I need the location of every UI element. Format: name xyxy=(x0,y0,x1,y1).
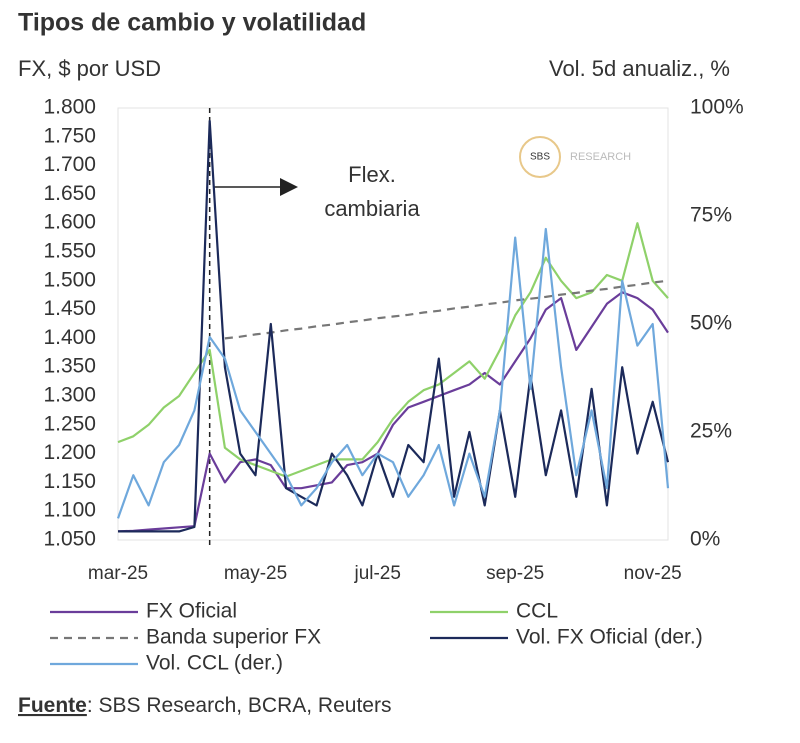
legend-label: CCL xyxy=(516,600,558,623)
y-tick-label: 1.200 xyxy=(43,441,96,464)
y-tick-label: 1.550 xyxy=(43,240,96,263)
y-tick-label: 1.450 xyxy=(43,297,96,320)
logo-text: SBS xyxy=(530,152,550,163)
legend-label: FX Oficial xyxy=(146,600,237,623)
x-tick-label: jul-25 xyxy=(353,563,400,584)
series-line xyxy=(224,279,669,340)
series-line xyxy=(117,291,669,533)
y-tick-label: 1.650 xyxy=(43,182,96,205)
y2-tick-label: 100% xyxy=(690,96,744,119)
x-tick-label: mar-25 xyxy=(88,563,148,584)
source: Fuente: SBS Research, BCRA, Reuters xyxy=(18,694,391,717)
y-axis-label: FX, $ por USD xyxy=(18,56,161,81)
source-label: Fuente xyxy=(18,694,87,717)
y-tick-label: 1.400 xyxy=(43,326,96,349)
legend-label: Vol. FX Oficial (der.) xyxy=(516,626,703,649)
legend-label: Banda superior FX xyxy=(146,626,321,649)
y-tick-label: 1.250 xyxy=(43,412,96,435)
y2-tick-label: 50% xyxy=(690,312,732,335)
series-line xyxy=(116,227,670,519)
legend-label: Vol. CCL (der.) xyxy=(146,652,283,675)
logo-text: RESEARCH xyxy=(570,151,631,163)
x-tick-label: sep-25 xyxy=(486,563,544,584)
chart-title: Tipos de cambio y volatilidad xyxy=(18,9,366,37)
y-tick-label: 1.300 xyxy=(43,384,96,407)
y2-axis-label: Vol. 5d anualiz., % xyxy=(549,56,730,81)
plot-frame xyxy=(117,107,669,541)
y-tick-label: 1.150 xyxy=(43,470,96,493)
y-tick-label: 1.750 xyxy=(43,124,96,147)
annotation: cambiaria xyxy=(324,196,420,221)
y-tick-label: 1.700 xyxy=(43,153,96,176)
x-tick-label: nov-25 xyxy=(624,563,682,584)
y-tick-label: 1.050 xyxy=(43,528,96,551)
y-tick-label: 1.600 xyxy=(43,211,96,234)
logo-ring xyxy=(519,136,561,178)
series-line xyxy=(118,119,670,533)
y-tick-label: 1.100 xyxy=(43,499,96,522)
source-text: : SBS Research, BCRA, Reuters xyxy=(87,694,392,717)
y2-tick-label: 0% xyxy=(690,528,720,551)
x-tick-label: may-25 xyxy=(224,563,287,584)
y-tick-label: 1.350 xyxy=(43,355,96,378)
annotation: Flex. xyxy=(348,162,396,187)
series-line xyxy=(117,222,669,478)
y2-tick-label: 25% xyxy=(690,420,732,443)
annotation-arrowhead xyxy=(280,178,298,196)
y2-tick-label: 75% xyxy=(690,204,732,227)
y-tick-label: 1.500 xyxy=(43,268,96,291)
y-tick-label: 1.800 xyxy=(43,96,96,119)
